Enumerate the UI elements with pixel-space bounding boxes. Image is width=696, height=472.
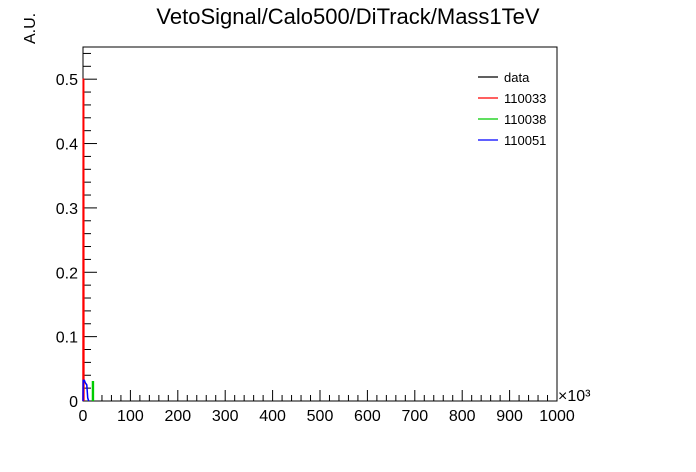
x-tick-label: 900 bbox=[496, 408, 523, 425]
y-axis-label: A.U. bbox=[22, 12, 39, 44]
x-tick-label: 500 bbox=[307, 408, 334, 425]
x-tick-label: 0 bbox=[79, 408, 88, 425]
x-tick-label: 400 bbox=[259, 408, 286, 425]
x-tick-label: 700 bbox=[401, 408, 428, 425]
x-axis-multiplier: ×10³ bbox=[558, 388, 591, 405]
y-tick-label: 0.5 bbox=[56, 72, 78, 89]
legend-label-110038: 110038 bbox=[504, 112, 546, 127]
y-tick-label: 0.3 bbox=[56, 201, 78, 218]
y-tick-label: 0 bbox=[69, 394, 78, 411]
x-tick-label: 100 bbox=[117, 408, 144, 425]
x-tick-label: 600 bbox=[354, 408, 381, 425]
y-tick-label: 0.4 bbox=[56, 137, 78, 154]
y-tick-label: 0.1 bbox=[56, 330, 78, 347]
legend-label-data: data bbox=[504, 70, 530, 85]
x-tick-label: 800 bbox=[449, 408, 476, 425]
chart-title: VetoSignal/Calo500/DiTrack/Mass1TeV bbox=[156, 4, 540, 29]
x-tick-label: 1000 bbox=[539, 408, 575, 425]
series-line-110051 bbox=[82, 379, 90, 402]
series-line-110038 bbox=[91, 380, 95, 401]
x-tick-label: 300 bbox=[212, 408, 239, 425]
x-tick-label: 200 bbox=[164, 408, 191, 425]
legend-label-110051: 110051 bbox=[504, 133, 546, 148]
legend-label-110033: 110033 bbox=[504, 91, 546, 106]
series-line-110033 bbox=[82, 78, 85, 402]
plot-frame bbox=[82, 46, 558, 402]
y-tick-label: 0.2 bbox=[56, 265, 78, 282]
